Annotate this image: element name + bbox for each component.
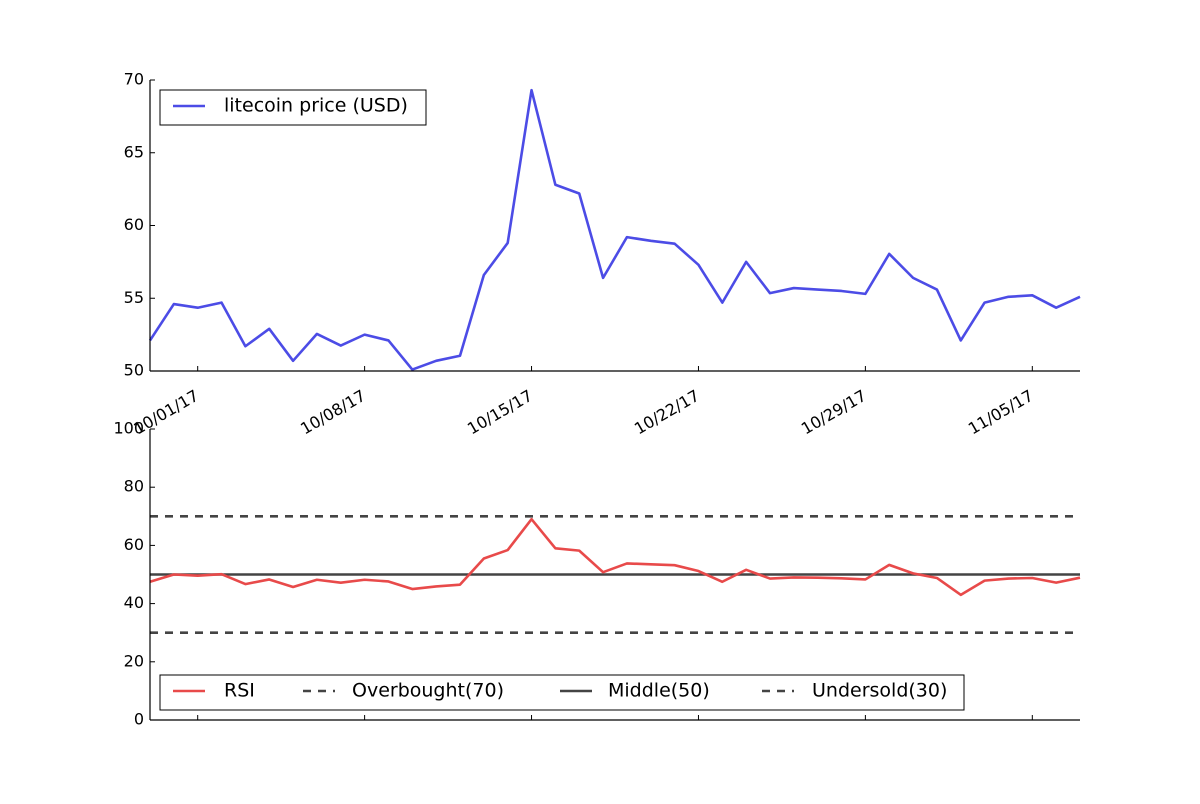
price-y-tick-label: 70 [124,70,144,89]
price-x-tick-label: 10/29/17 [798,386,870,438]
rsi-legend-label-0: RSI [224,680,255,702]
price-y-tick-label: 50 [124,361,144,380]
rsi-legend-label-1: Overbought(70) [352,680,504,702]
price-x-tick-label: 10/15/17 [464,386,536,438]
rsi-y-tick-label: 20 [124,651,144,670]
rsi-legend-label-3: Undersold(30) [812,680,947,702]
rsi-legend-label-2: Middle(50) [608,680,710,702]
price-x-tick-label: 10/22/17 [631,386,703,438]
price-legend-box [159,89,427,126]
price-y-tick-label: 55 [124,288,144,307]
price-y-tick-label: 60 [124,215,144,234]
price-y-tick-label: 65 [124,142,144,161]
rsi-y-tick-label: 80 [124,477,144,496]
rsi-y-tick-label: 0 [134,710,144,729]
price-x-tick-label: 11/05/17 [965,386,1037,438]
rsi-y-tick-label: 100 [113,419,144,438]
price-legend-label: litecoin price (USD) [224,95,408,117]
rsi-legend-box [159,674,965,711]
price-series-line-0 [148,88,1081,371]
price-x-tick-label: 10/08/17 [297,386,369,438]
rsi-y-tick-label: 40 [124,593,144,612]
rsi-y-tick-label: 60 [124,535,144,554]
rsi-series-line-0 [149,517,1081,597]
